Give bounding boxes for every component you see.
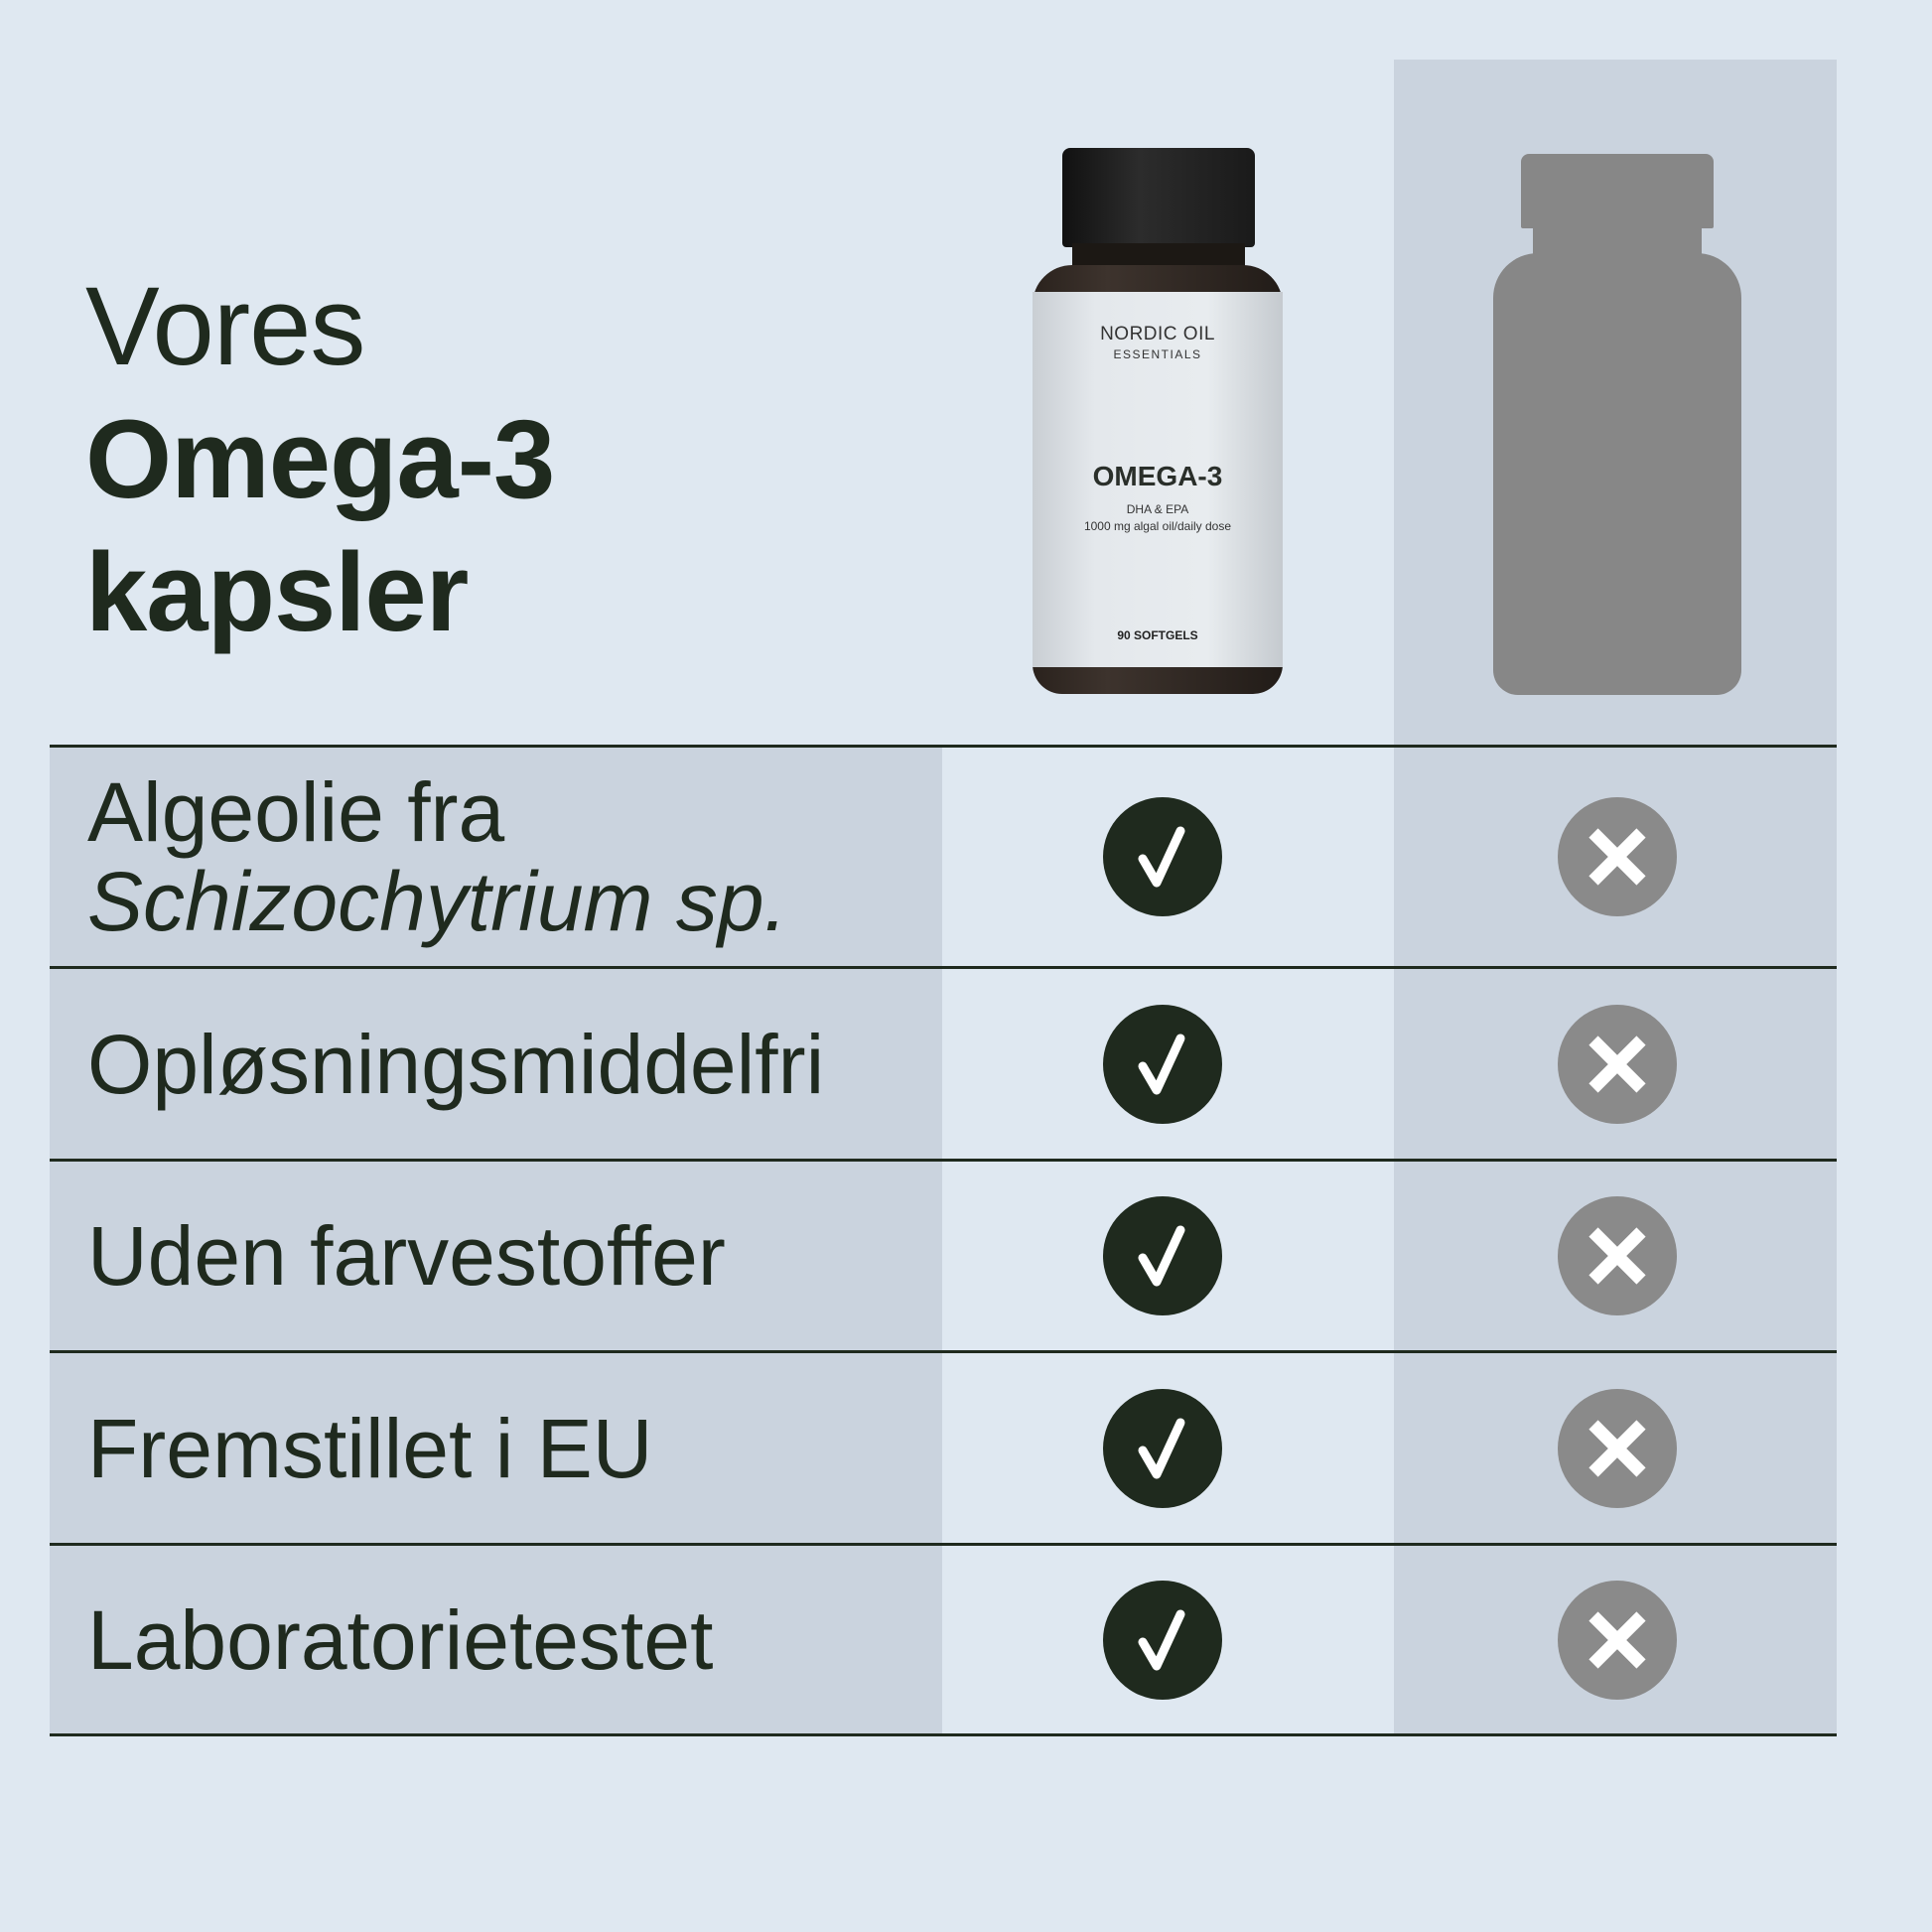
cross-icon [1558,1580,1677,1700]
table-row: Algeolie fra Schizochytrium sp. [50,748,1837,966]
feature-label: Laboratorietestet [87,1592,714,1687]
product-bottle: NORDIC OIL ESSENTIALS OMEGA-3 DHA & EPA … [1033,148,1283,694]
title-line-1: Vores [85,264,365,388]
cross-icon [1558,1388,1677,1508]
brand-name: NORDIC OIL [1100,324,1215,345]
table-row: Opløsningsmiddelfri [50,969,1837,1159]
divider [50,745,1837,748]
brand-sub: ESSENTIALS [1113,347,1202,361]
table-row: Uden farvestoffer [50,1162,1837,1350]
product-dose: 1000 mg algal oil/daily dose [1083,519,1232,533]
cross-icon [1558,1196,1677,1315]
feature-label: Algeolie fra Schizochytrium sp. [87,765,787,948]
product-count: 90 SOFTGELS [1117,628,1198,642]
divider [50,1543,1837,1546]
check-icon [1103,1388,1222,1508]
cross-icon [1558,797,1677,916]
product-subtitle: DHA & EPA [1126,502,1189,516]
bottle-label: NORDIC OIL ESSENTIALS OMEGA-3 DHA & EPA … [1033,292,1283,667]
feature-label: Uden farvestoffer [87,1209,726,1303]
feature-label: Opløsningsmiddelfri [87,1017,825,1111]
feature-label: Fremstillet i EU [87,1401,653,1495]
bottle-cap [1062,148,1255,247]
generic-bottle-silhouette [1493,154,1741,695]
check-icon [1103,1196,1222,1315]
divider [50,1350,1837,1353]
check-icon [1103,1004,1222,1124]
check-icon [1103,1580,1222,1700]
product-name: OMEGA-3 [1092,461,1223,491]
table-row: Fremstillet i EU [50,1353,1837,1543]
check-icon [1103,797,1222,916]
divider [50,1733,1837,1736]
divider [50,1159,1837,1162]
table-row: Laboratorietestet [50,1546,1837,1733]
title-line-2: Omega-3 [85,397,555,521]
divider [50,966,1837,969]
title-line-3: kapsler [85,530,469,654]
page-title: Vores Omega-3 kapsler [85,260,555,659]
cross-icon [1558,1004,1677,1124]
